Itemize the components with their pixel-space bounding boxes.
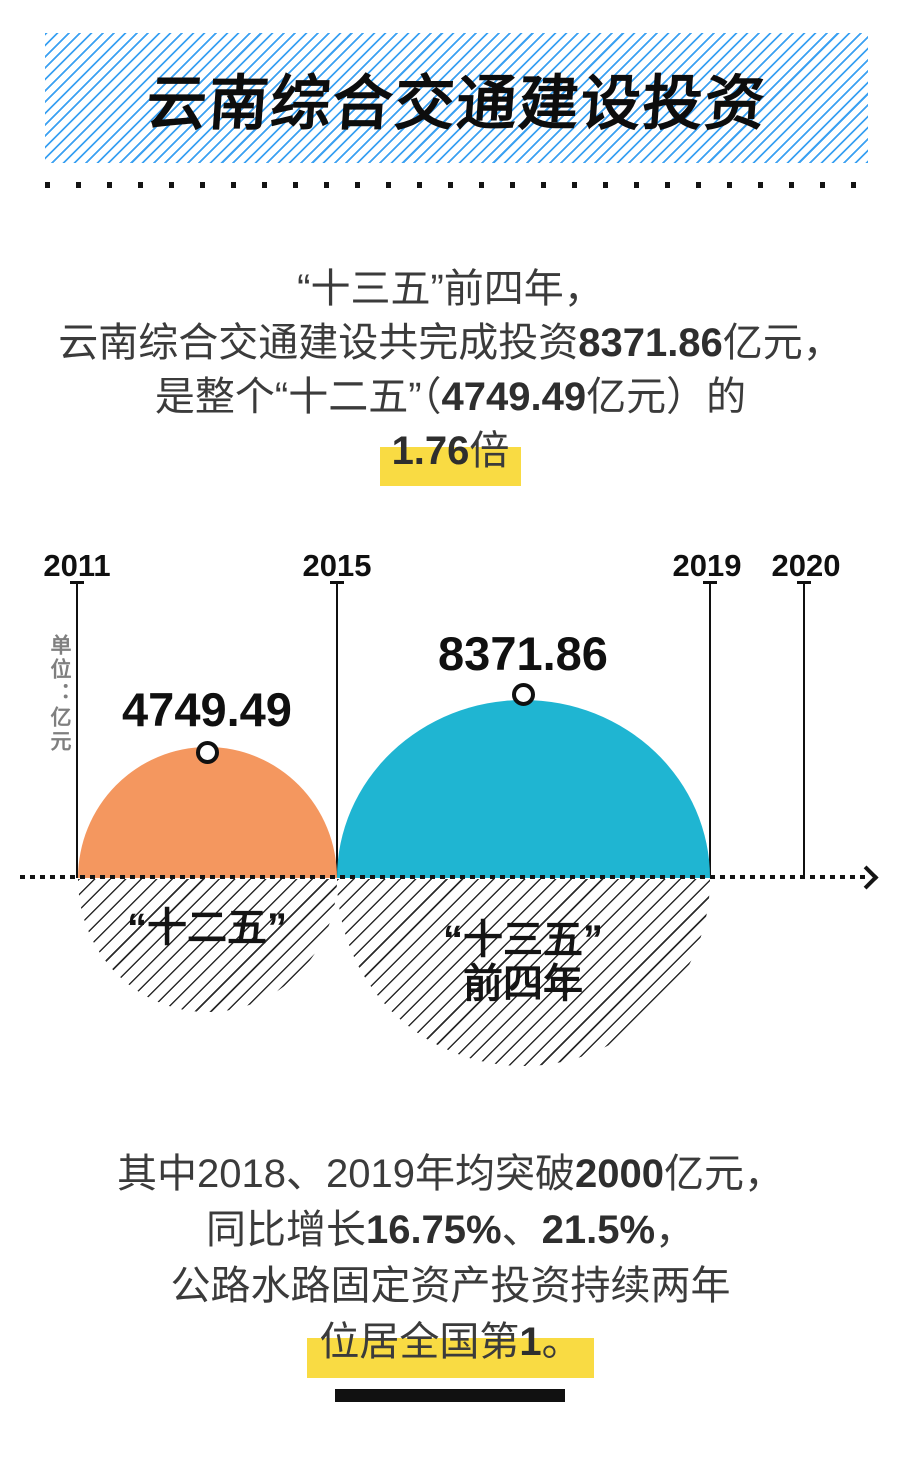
footer-line-2-prefix: 同比增长: [205, 1208, 366, 1252]
page-title: 云南综合交通建设投资: [143, 69, 769, 137]
title-banner: 云南综合交通建设投资: [45, 33, 868, 163]
growth-2019-value: 21.5%: [541, 1208, 656, 1252]
year-label-2019: 2019: [672, 548, 742, 583]
ratio-value: 1.76: [391, 429, 470, 473]
footer-line-2: 同比增长16.75%、21.5%，: [0, 1202, 901, 1258]
footer-line-4: 位居全国第1。: [0, 1314, 901, 1378]
intro-line-2-suffix: 亿元，: [722, 321, 843, 365]
footer-line-2-suffix: ，: [655, 1208, 696, 1252]
dome-13th-fiveyear: [337, 700, 710, 878]
footer-2000-value: 2000: [574, 1152, 664, 1196]
year-label-2015: 2015: [302, 548, 372, 583]
tick-line-2015: [330, 581, 344, 878]
rank-value: 1: [519, 1320, 542, 1364]
intro-text: “十三五”前四年， 云南综合交通建设共完成投资8371.86亿元， 是整个“十二…: [0, 262, 901, 486]
intro-total-value: 8371.86: [578, 321, 723, 365]
tick-line-2019: [703, 581, 717, 878]
x-axis-dotted-line: [20, 875, 865, 879]
year-label-2020: 2020: [771, 548, 841, 583]
tick-line-2020: [797, 581, 811, 878]
period-label-13th-line2: 前四年: [463, 962, 583, 1006]
intro-line-2: 云南综合交通建设共完成投资8371.86亿元，: [0, 316, 901, 370]
ratio-highlight: 1.76倍: [379, 424, 522, 486]
footer-line-1-prefix: 其中2018、2019年均突破: [117, 1152, 575, 1196]
data-point-marker-icon: [512, 683, 535, 706]
intro-line-3-prefix: 是整个“十二五”（: [154, 375, 442, 419]
intro-line-1: “十三五”前四年，: [0, 262, 901, 316]
tick-line-2011: [70, 581, 84, 878]
period-label-13th: “十三五” 前四年: [443, 918, 603, 1006]
intro-previous-value: 4749.49: [441, 375, 587, 419]
end-bar: [335, 1389, 565, 1402]
footer-line-1-suffix: 亿元，: [663, 1152, 784, 1196]
footer-text: 其中2018、2019年均突破2000亿元， 同比增长16.75%、21.5%，…: [0, 1146, 901, 1378]
period-label-12th: “十二五”: [127, 906, 287, 950]
year-label-2011: 2011: [43, 548, 111, 583]
rank-suffix: 。: [541, 1320, 582, 1364]
ratio-suffix: 倍: [469, 429, 510, 473]
intro-line-2-prefix: 云南综合交通建设共完成投资: [58, 321, 579, 365]
rank-prefix: 位居全国第: [319, 1320, 520, 1364]
data-point-marker-icon: [196, 741, 219, 764]
intro-line-4: 1.76倍: [0, 424, 901, 486]
axis-unit-label: 单位：亿元: [48, 634, 71, 754]
intro-line-3-suffix: 亿元）的: [586, 375, 747, 419]
intro-line-3: 是整个“十二五”（4749.49亿元）的: [0, 370, 901, 424]
period-label-13th-line1: “十三五”: [443, 918, 603, 962]
footer-line-3-text: 公路水路固定资产投资持续两年: [170, 1264, 731, 1308]
rank-highlight: 位居全国第1。: [307, 1314, 594, 1378]
footer-line-1: 其中2018、2019年均突破2000亿元，: [0, 1146, 901, 1202]
value-label-4749: 4749.49: [122, 683, 292, 736]
value-label-8371: 8371.86: [438, 627, 608, 680]
footer-line-3: 公路水路固定资产投资持续两年: [0, 1258, 901, 1314]
arrow-right-icon: [854, 865, 879, 890]
footer-line-2-sep: 、: [501, 1208, 542, 1252]
intro-line-1-text: “十三五”前四年，: [297, 267, 604, 311]
dome-12th-fiveyear: [78, 747, 337, 878]
growth-2018-value: 16.75%: [365, 1208, 502, 1252]
dotted-divider: [45, 182, 857, 188]
